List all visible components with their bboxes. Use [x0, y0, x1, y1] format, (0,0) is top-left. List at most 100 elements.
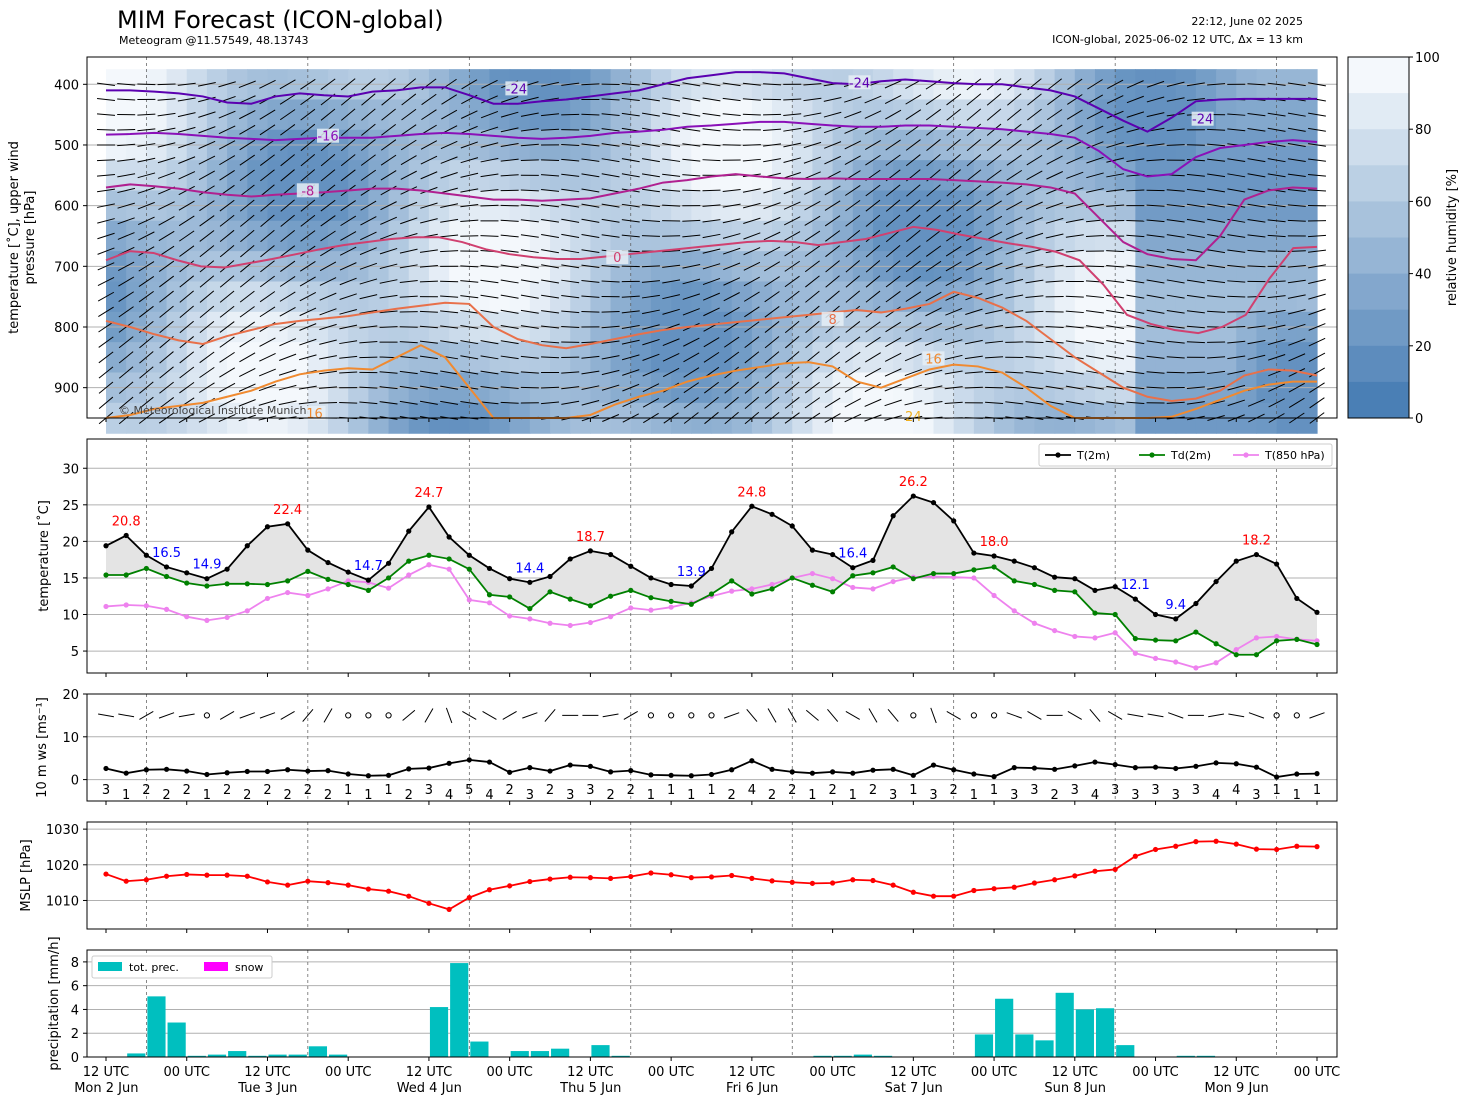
beaufort-label: 2	[223, 783, 231, 798]
wind-barb	[1085, 310, 1104, 314]
wind-barb	[641, 219, 660, 223]
colorbar-label: relative humidity [%]	[1445, 169, 1460, 306]
wind-barb	[98, 306, 114, 317]
wind-barb	[1066, 156, 1084, 165]
series-td2m-point	[1193, 629, 1199, 635]
wind-barb	[520, 309, 539, 314]
rh-cell	[1115, 281, 1136, 313]
wind-speed-point	[1011, 765, 1017, 771]
beaufort-label: 1	[707, 783, 715, 798]
wind-barb	[260, 169, 275, 182]
wind-barb	[1126, 189, 1145, 192]
mslp-point	[446, 906, 452, 912]
mslp-point	[285, 882, 291, 888]
rh-cell	[1094, 281, 1116, 313]
series-t2m-point	[244, 543, 250, 549]
rh-cell	[247, 281, 269, 313]
wind-barb	[865, 154, 881, 166]
beaufort-label: 2	[950, 783, 958, 798]
wind-barb	[361, 78, 376, 91]
rh-cell	[1195, 281, 1217, 313]
rh-cell	[146, 220, 168, 252]
wind-barb	[360, 200, 377, 211]
wind-barb	[823, 126, 842, 134]
legend-swatch	[98, 962, 122, 971]
wind-barb	[1287, 127, 1306, 132]
rh-cell	[328, 342, 349, 374]
wind-barb	[865, 352, 881, 363]
beaufort-label: 3	[1010, 788, 1018, 803]
wind-barb	[986, 200, 1002, 211]
wind-barb	[157, 98, 176, 101]
wind-barb	[723, 277, 741, 286]
series-t850-point	[325, 586, 331, 592]
wind-barb	[460, 265, 479, 268]
rh-cell	[630, 99, 652, 131]
wind-barb	[1006, 154, 1022, 166]
wind-barb	[1267, 203, 1286, 208]
rh-cell	[671, 160, 692, 192]
wind-barb	[178, 141, 196, 149]
mslp-point	[830, 880, 836, 886]
colorbar-step	[1348, 201, 1409, 238]
precip-bar	[450, 963, 469, 1057]
rh-cell	[328, 220, 349, 252]
wind-barb	[763, 231, 781, 241]
wind-barb	[319, 355, 337, 360]
rh-cell	[1115, 342, 1136, 374]
wind-barb	[1267, 82, 1286, 86]
series-t850-point	[1011, 608, 1017, 614]
wind-barb	[1247, 127, 1266, 132]
series-t2m-point	[850, 565, 856, 571]
wind-barb	[159, 320, 174, 334]
rh-cell	[307, 99, 329, 131]
series-t2m-point	[527, 579, 533, 585]
wind-barb	[299, 354, 317, 361]
wind-barb	[500, 309, 519, 314]
wind-barb	[601, 280, 620, 283]
wind-barb	[827, 708, 839, 722]
wind-barb	[299, 276, 316, 287]
series-t2m-point	[507, 576, 513, 582]
rh-cell	[973, 99, 995, 131]
wind-barb	[1106, 385, 1125, 390]
wind-barb	[844, 398, 861, 408]
wind-barb	[825, 336, 840, 349]
wind-barb	[722, 82, 741, 87]
wind-barb	[662, 158, 681, 162]
wind-barb	[723, 336, 740, 348]
wind-barb	[158, 216, 175, 226]
wind-speed-point	[1233, 761, 1239, 767]
wind-barb	[865, 214, 881, 227]
wind-barb	[179, 290, 194, 303]
wind-barb	[904, 384, 923, 391]
wind-barb	[178, 171, 196, 180]
wind-barb	[299, 261, 316, 272]
wind-barb	[905, 306, 922, 317]
legend-marker	[1149, 452, 1155, 458]
wind-barb	[259, 291, 276, 303]
wind-speed-point	[971, 771, 977, 777]
page-title: MIM Forecast (ICON-global)	[117, 6, 444, 34]
wind-barb	[440, 203, 459, 209]
wind-speed-point	[325, 768, 331, 774]
wind-barb	[199, 305, 215, 318]
wind-barb	[904, 353, 922, 362]
wind-barb	[279, 306, 296, 317]
mslp-point	[688, 875, 694, 881]
rh-cell	[792, 160, 814, 192]
series-t2m-point	[789, 523, 795, 529]
wind-barb	[259, 124, 276, 136]
mslp-point	[163, 873, 170, 879]
series-td2m-point	[466, 566, 472, 572]
calm-marker	[365, 712, 372, 719]
wind-barb	[98, 321, 114, 333]
wind-barb	[440, 280, 459, 283]
series-t2m-point	[547, 573, 553, 580]
wind-barb	[926, 184, 941, 197]
wind-barb	[623, 710, 638, 720]
wind-barb	[1166, 97, 1185, 102]
wind-barb	[944, 354, 963, 360]
series-t2m-point	[1193, 600, 1199, 607]
precip-bar	[268, 1054, 287, 1057]
